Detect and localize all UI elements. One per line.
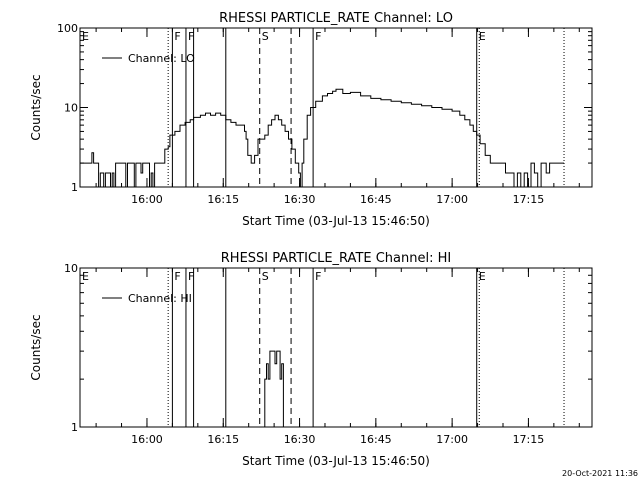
- x-tick-label: 16:00: [131, 433, 163, 446]
- event-marker-label: F: [315, 30, 321, 43]
- x-tick-label: 17:15: [513, 193, 545, 206]
- event-marker-label: E: [479, 30, 486, 43]
- x-tick-label: 16:30: [284, 193, 316, 206]
- legend-label: Channel: HI: [128, 292, 192, 305]
- x-tick-label: 17:15: [513, 433, 545, 446]
- event-marker-label: E: [82, 270, 89, 283]
- panel-lo: RHESSI PARTICLE_RATE Channel: LO Counts/s…: [29, 11, 593, 228]
- event-marker-label: S: [262, 30, 269, 43]
- x-tick-label: 16:30: [284, 433, 316, 446]
- panel-hi: RHESSI PARTICLE_RATE Channel: HI Counts/s…: [29, 251, 593, 468]
- x-tick-label: 16:45: [360, 193, 392, 206]
- y-tick-label: 100: [57, 22, 78, 35]
- x-tick-label: 16:15: [207, 433, 239, 446]
- event-marker-label: S: [262, 270, 269, 283]
- y-axis-label: Counts/sec: [29, 314, 43, 380]
- y-tick-label: 1: [71, 421, 78, 434]
- y-axis-label: Counts/sec: [29, 74, 43, 140]
- x-axis-label: Start Time (03-Jul-13 15:46:50): [242, 214, 430, 228]
- event-marker-label: F: [188, 30, 194, 43]
- x-tick-label: 17:00: [436, 193, 468, 206]
- y-tick-label: 10: [64, 262, 78, 275]
- footer-timestamp: 20-Oct-2021 11:36: [562, 469, 638, 478]
- event-marker-label: F: [174, 270, 180, 283]
- x-tick-label: 17:00: [436, 433, 468, 446]
- y-tick-label: 10: [64, 102, 78, 115]
- x-tick-label: 16:15: [207, 193, 239, 206]
- y-tick-label: 1: [71, 181, 78, 194]
- event-marker-label: F: [188, 270, 194, 283]
- x-axis-label: Start Time (03-Jul-13 15:46:50): [242, 454, 430, 468]
- legend-label: Channel: LO: [128, 52, 195, 65]
- x-tick-label: 16:00: [131, 193, 163, 206]
- event-marker-label: E: [82, 30, 89, 43]
- event-marker-label: E: [479, 270, 486, 283]
- event-marker-label: F: [315, 270, 321, 283]
- series-line-0: [80, 88, 564, 188]
- chart-title: RHESSI PARTICLE_RATE Channel: LO: [219, 11, 453, 26]
- chart-title: RHESSI PARTICLE_RATE Channel: HI: [221, 251, 451, 266]
- plot-frame: [79, 267, 593, 428]
- series-line-0: [263, 350, 284, 428]
- event-marker-label: F: [174, 30, 180, 43]
- x-tick-label: 16:45: [360, 433, 392, 446]
